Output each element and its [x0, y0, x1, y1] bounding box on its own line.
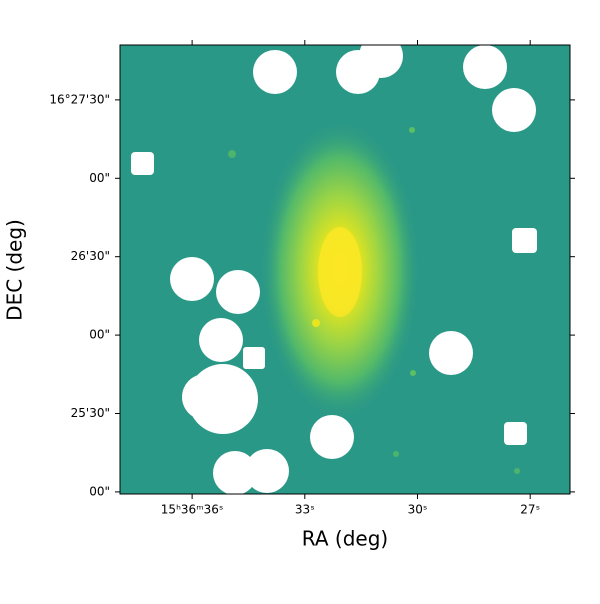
y-tick-label: 25'30" [71, 406, 110, 420]
y-tick-label: 16°27'30" [49, 92, 110, 106]
y-tick-label: 00" [89, 171, 110, 185]
y-tick-label: 26'30" [71, 249, 110, 263]
y-axis-label: DEC (deg) [3, 219, 27, 321]
y-tick-label: 00" [89, 484, 110, 498]
x-tick-label: 33ˢ [295, 503, 315, 517]
x-axis-label: RA (deg) [302, 527, 388, 551]
plot-frame [119, 44, 571, 495]
x-tick-label: 27ˢ [520, 503, 540, 517]
masked-regions [131, 45, 537, 494]
x-tick-label: 15ʰ36ᵐ36ˢ [161, 503, 224, 517]
x-tick-label: 30ˢ [408, 503, 428, 517]
y-tick-label: 00" [89, 328, 110, 342]
image [120, 45, 570, 494]
